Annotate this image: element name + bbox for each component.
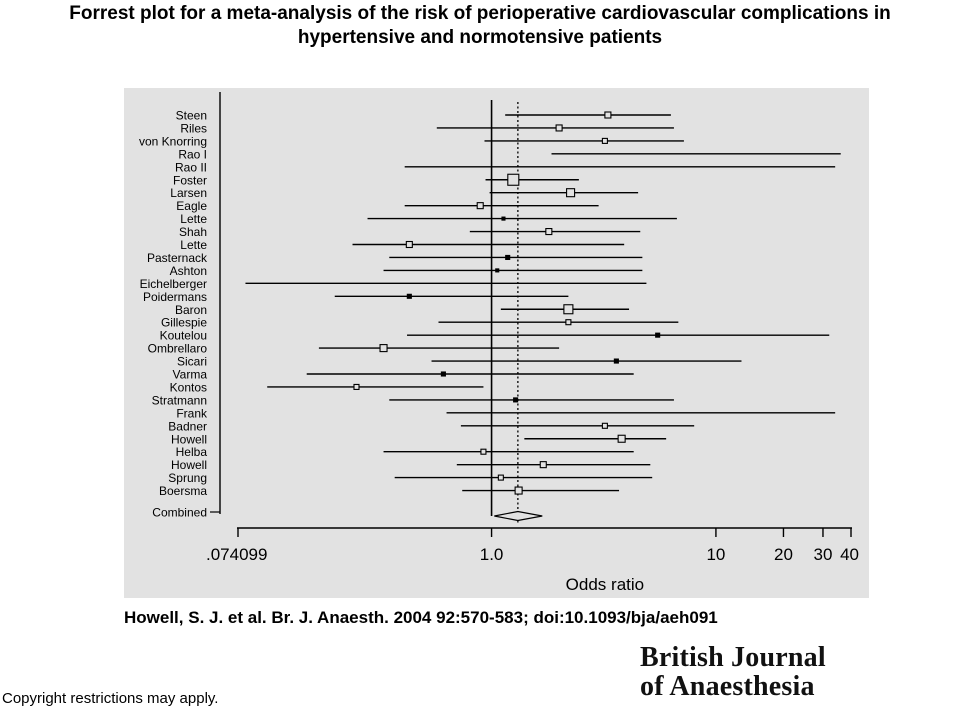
study-label: Howell xyxy=(171,458,207,472)
x-tick-label: 40 xyxy=(840,545,859,564)
study-label: Kontos xyxy=(170,380,207,394)
point-estimate-box xyxy=(566,188,576,198)
x-tick-label: 20 xyxy=(774,545,793,564)
forest-plot: Steen Riles von Knorring Rao I Rao II Foster L… xyxy=(124,88,869,598)
point-estimate-box xyxy=(545,228,553,236)
journal-logo-line2: of Anaesthesia xyxy=(640,671,815,702)
point-estimate-box xyxy=(379,344,388,353)
study-label: Eichelberger xyxy=(140,277,207,291)
study-label: Baron xyxy=(175,303,207,317)
x-tick-label: 10 xyxy=(706,545,725,564)
study-label: Riles xyxy=(180,121,207,135)
copyright-notice: Copyright restrictions may apply. xyxy=(2,690,219,707)
combined-diamond xyxy=(494,510,543,522)
study-label: Lette xyxy=(180,212,207,226)
study-label: Gillespie xyxy=(161,316,207,330)
x-tick-label: .074099 xyxy=(206,545,267,564)
citation: Howell, S. J. et al. Br. J. Anaesth. 200… xyxy=(124,608,718,627)
point-estimate-box xyxy=(497,474,504,481)
study-label: Stratmann xyxy=(152,393,207,407)
point-estimate-box xyxy=(514,486,523,495)
study-label: Boersma xyxy=(159,484,207,498)
point-estimate-box xyxy=(539,461,547,469)
point-estimate-box xyxy=(495,268,500,273)
journal-logo: British Journal of Anaesthesia xyxy=(640,643,865,701)
x-axis-label: Odds ratio xyxy=(566,575,644,594)
study-label: Sprung xyxy=(168,471,207,485)
point-estimate-box xyxy=(513,397,519,403)
point-estimate-box xyxy=(563,304,574,315)
point-estimate-box xyxy=(613,358,619,364)
point-estimate-box xyxy=(480,448,487,455)
study-label: Ombrellaro xyxy=(148,342,208,356)
study-label: Lette xyxy=(180,238,207,252)
point-estimate-box xyxy=(601,422,608,429)
study-label: Varma xyxy=(173,368,208,382)
study-label: Larsen xyxy=(170,186,207,200)
point-estimate-box xyxy=(440,371,446,377)
point-estimate-box xyxy=(353,383,360,391)
journal-logo-line1: British Journal xyxy=(640,642,826,673)
point-estimate-box xyxy=(406,293,412,299)
x-tick-label: 1.0 xyxy=(480,545,504,564)
study-label: Poidermans xyxy=(143,290,207,304)
point-estimate-box xyxy=(507,173,520,186)
slide-title: Forrest plot for a meta-analysis of the … xyxy=(69,3,891,48)
study-label: Ashton xyxy=(170,264,207,278)
point-estimate-box xyxy=(617,434,626,443)
study-label: Eagle xyxy=(176,199,207,213)
study-label: Koutelou xyxy=(160,329,207,343)
study-label: Badner xyxy=(168,419,207,433)
x-tick-label: 30 xyxy=(814,545,833,564)
study-label: Rao I xyxy=(178,147,207,161)
study-label: von Knorring xyxy=(139,134,207,148)
plot-area xyxy=(210,92,841,524)
point-estimate-box xyxy=(476,202,484,210)
study-label: Pasternack xyxy=(147,251,208,265)
point-estimate-box xyxy=(501,216,506,221)
point-estimate-box xyxy=(405,240,413,249)
study-label: Steen xyxy=(176,109,207,123)
point-estimate-box xyxy=(565,319,572,326)
study-label: Sicari xyxy=(177,355,207,369)
point-estimate-box xyxy=(555,124,563,132)
point-estimate-box xyxy=(604,111,612,119)
study-label: Foster xyxy=(173,173,207,187)
study-label: Helba xyxy=(176,445,208,459)
point-estimate-box xyxy=(505,254,511,260)
point-estimate-box xyxy=(655,332,661,338)
x-axis: .074099 1.0 10 20 30 40 Odds ratio xyxy=(206,527,859,594)
point-estimate-box xyxy=(601,137,608,144)
study-label: Rao II xyxy=(175,160,207,174)
study-label: Combined xyxy=(152,506,207,520)
study-label: Shah xyxy=(179,225,207,239)
study-label: Frank xyxy=(176,406,208,420)
study-label: Howell xyxy=(171,432,207,446)
